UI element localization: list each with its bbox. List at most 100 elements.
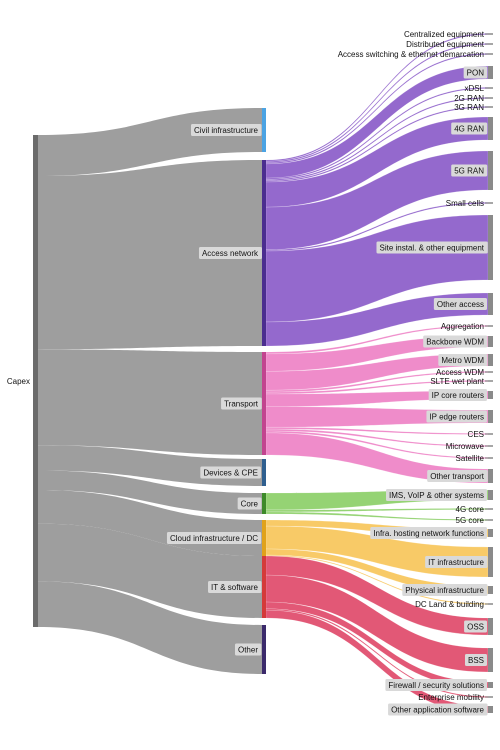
category-label-civil: Civil infrastructure [194, 126, 259, 135]
leaf-label-other-transport: Other transport [430, 472, 485, 481]
capex-label: Capex [7, 377, 30, 386]
label-box [402, 584, 488, 596]
leaf-bar-slte-wet-plant [488, 380, 493, 382]
flow-capex-to-other [38, 581, 262, 674]
label-box [427, 470, 488, 482]
leaf-bar-physical-infrastructure [488, 586, 493, 594]
label-box [438, 354, 488, 366]
category-bar-transport [262, 352, 266, 455]
category-bar-it [262, 556, 266, 618]
leaf-label-enterprise-mobility: Enterprise mobility [418, 693, 484, 702]
leaf-label-4g-ran: 4G RAN [454, 125, 484, 134]
leaf-bar-3g-ran [488, 106, 493, 108]
leaf-label-3g-ran: 3G RAN [454, 103, 484, 112]
leaf-bar-other-transport [488, 469, 493, 483]
label-box [426, 410, 487, 423]
category-label-devices: Devices & CPE [203, 469, 258, 478]
leaf-label-ces: CES [468, 430, 484, 439]
leaf-label-satellite: Satellite [456, 454, 485, 463]
leaf-label-oss: OSS [467, 623, 484, 632]
leaf-bar-enterprise-mobility [488, 696, 493, 698]
category-label-cloud: Cloud infrastructure / DC [170, 534, 258, 543]
leaf-label-5g-core: 5G core [456, 516, 485, 525]
leaf-label-firewall-security-solutions: Firewall / security solutions [388, 681, 484, 690]
leaf-bar-5g-ran [488, 151, 493, 190]
leaf-bar-small-cells [488, 202, 493, 204]
leaf-bar-oss [488, 618, 493, 635]
label-box [433, 298, 487, 310]
label-box [385, 679, 487, 691]
leaf-bar-xdsl [488, 87, 493, 89]
label-box [166, 532, 262, 544]
leaf-label-backbone-wdm: Backbone WDM [426, 338, 484, 347]
leaf-label-physical-infrastructure: Physical infrastructure [405, 586, 484, 595]
leaf-bar-aggregation [488, 325, 493, 327]
label-box [386, 489, 487, 501]
leaf-label-microwave: Microwave [446, 442, 485, 451]
label-box [464, 620, 487, 633]
leaf-bar-other-application-software [488, 706, 493, 713]
leaf-bar-bss [488, 648, 493, 672]
leaf-label-small-cells: Small cells [446, 199, 484, 208]
leaf-label-2g-ran: 2G RAN [454, 94, 484, 103]
label-box [198, 247, 262, 259]
leaf-label-access-switching-ethernet-demarcation: Access switching & ethernet demarcation [338, 50, 484, 59]
label-box [237, 497, 262, 510]
label-box [208, 581, 262, 593]
leaf-bar-ip-core-routers [488, 391, 493, 399]
category-bar-cloud [262, 520, 266, 556]
leaf-bar-access-wdm [488, 371, 493, 373]
flow-capex-to-it [38, 523, 262, 618]
leaf-label-access-wdm: Access WDM [436, 368, 484, 377]
leaf-bar-2g-ran [488, 97, 493, 99]
leaf-label-bss: BSS [468, 656, 484, 665]
leaf-bar-satellite [488, 457, 493, 459]
leaf-bar-dc-land-building [488, 603, 493, 605]
label-box [463, 66, 488, 79]
leaf-bar-4g-core [488, 508, 493, 510]
leaf-bar-5g-core [488, 519, 493, 521]
category-bar-core [262, 493, 266, 514]
leaf-label-aggregation: Aggregation [441, 322, 484, 331]
leaf-bar-4g-ran [488, 117, 493, 140]
leaf-label-5g-ran: 5G RAN [454, 167, 484, 176]
category-label-core: Core [241, 500, 259, 509]
label-box [451, 164, 488, 177]
leaf-label-other-access: Other access [437, 300, 484, 309]
label-box [451, 122, 488, 135]
label-box [388, 703, 488, 716]
label-box [425, 556, 488, 568]
leaf-label-pon: PON [467, 69, 485, 78]
category-bar-civil [262, 108, 266, 152]
label-box [428, 389, 487, 401]
category-bar-access [262, 160, 266, 346]
leaf-bar-ces [488, 433, 493, 435]
leaf-bar-ims-voip-other-systems [488, 490, 493, 500]
flow-access-to-4g-ran [265, 116, 489, 208]
leaf-label-site-instal-other-equipment: Site instal. & other equipment [379, 244, 484, 253]
leaf-label-ip-core-routers: IP core routers [432, 391, 484, 400]
leaf-bar-access-switching-ethernet-demarcation [488, 53, 493, 55]
leaf-bar-backbone-wdm [488, 336, 493, 347]
leaf-bar-centralized-equipment [488, 33, 493, 35]
leaf-label-ims-voip-other-systems: IMS, VoIP & other systems [389, 491, 484, 500]
leaf-bar-pon [488, 66, 493, 79]
leaf-bar-ip-edge-routers [488, 410, 493, 423]
leaf-bar-other-access [488, 293, 493, 315]
flow-capex-to-access [38, 160, 262, 350]
leaf-label-ip-edge-routers: IP edge routers [429, 413, 484, 422]
label-box [376, 241, 488, 254]
flow-capex-to-core [38, 470, 262, 514]
leaf-label-dc-land-building: DC Land & building [415, 600, 484, 609]
leaf-bar-distributed-equipment [488, 43, 493, 45]
label-box [190, 124, 262, 136]
label-box [464, 654, 487, 666]
leaf-label-it-infrastructure: IT infrastructure [428, 558, 484, 567]
label-box [234, 643, 262, 656]
label-box [423, 335, 488, 348]
leaf-label-xdsl: xDSL [464, 84, 484, 93]
leaf-label-slte-wet-plant: SLTE wet plant [430, 377, 484, 386]
leaf-label-infra-hosting-network-functions: Infra. hosting network functions [373, 529, 484, 538]
